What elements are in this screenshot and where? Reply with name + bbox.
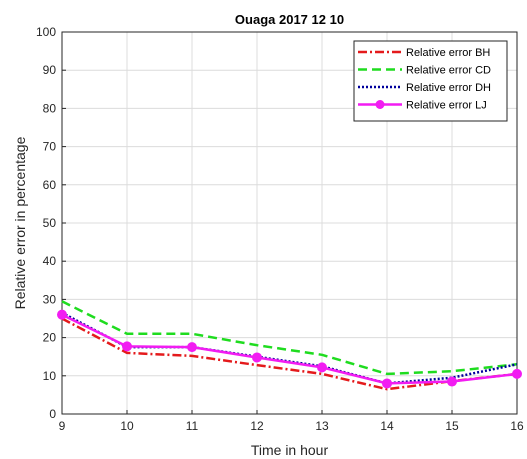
x-tick-label: 14 (380, 419, 394, 433)
y-tick-label: 50 (43, 216, 57, 230)
y-tick-label: 40 (43, 254, 57, 268)
x-tick-label: 9 (59, 419, 66, 433)
data-point (513, 369, 522, 378)
data-point (383, 379, 392, 388)
x-tick-label: 10 (120, 419, 134, 433)
y-tick-label: 90 (43, 63, 57, 77)
data-point (188, 343, 197, 352)
y-tick-label: 70 (43, 140, 57, 154)
legend-marker (376, 100, 385, 109)
x-tick-label: 12 (250, 419, 264, 433)
x-tick-label: 11 (186, 419, 199, 433)
legend-entry-label: Relative error DH (406, 82, 491, 94)
data-point (58, 310, 67, 319)
data-point (253, 353, 262, 362)
x-axis-label: Time in hour (251, 442, 329, 458)
y-tick-label: 30 (43, 292, 57, 306)
legend-entry-label: Relative error BH (406, 47, 490, 59)
y-tick-label: 10 (43, 369, 57, 383)
x-tick-label: 15 (445, 419, 459, 433)
y-tick-label: 80 (43, 101, 57, 115)
x-tick-label: 13 (315, 419, 329, 433)
y-axis-ticks: 0 10 20 30 40 50 60 70 80 90 100 (36, 25, 66, 421)
x-axis-ticks: 9 10 11 12 13 14 15 16 (59, 410, 524, 433)
legend-entry-label: Relative error LJ (406, 100, 487, 112)
y-tick-label: 20 (43, 331, 57, 345)
data-point (123, 342, 132, 351)
data-point (448, 377, 457, 386)
chart-title: Ouaga 2017 12 10 (235, 12, 344, 27)
y-tick-label: 0 (49, 407, 56, 421)
legend-entry-label: Relative error CD (406, 65, 491, 77)
legend: Relative error BH Relative error CD Relati… (354, 41, 507, 121)
x-tick-label: 16 (510, 419, 524, 433)
y-tick-label: 100 (36, 25, 56, 39)
y-axis-label: Relative error in percentage (12, 136, 28, 309)
data-point (318, 363, 327, 372)
y-tick-label: 60 (43, 178, 57, 192)
